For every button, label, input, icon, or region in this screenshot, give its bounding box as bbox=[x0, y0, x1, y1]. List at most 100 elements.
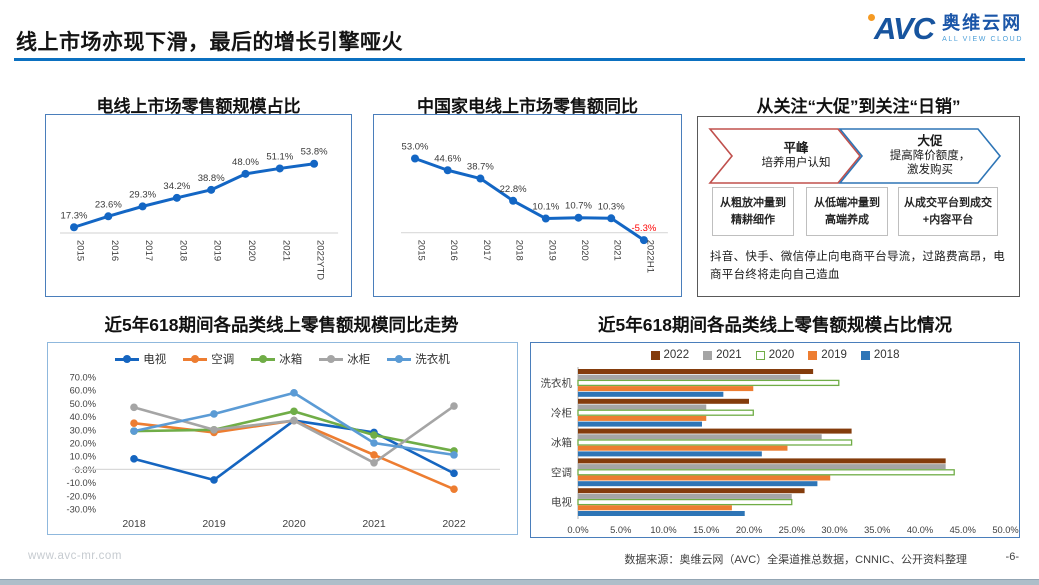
svg-text:2021: 2021 bbox=[280, 240, 291, 261]
svg-text:30.0%: 30.0% bbox=[821, 525, 847, 535]
trend-618-line-chart: 70.0%60.0%50.0%40.0%30.0%20.0%10.0%0.0%-… bbox=[67, 373, 500, 530]
svg-text:34.2%: 34.2% bbox=[163, 181, 190, 192]
svg-text:10.0%: 10.0% bbox=[650, 525, 676, 535]
svg-text:空调: 空调 bbox=[551, 466, 572, 479]
svg-text:0.0%: 0.0% bbox=[567, 525, 588, 535]
svg-text:10.7%: 10.7% bbox=[565, 201, 592, 212]
svg-text:51.1%: 51.1% bbox=[266, 151, 293, 162]
svg-text:冰箱: 冰箱 bbox=[551, 436, 572, 449]
bottom-band bbox=[0, 579, 1039, 585]
svg-text:29.3%: 29.3% bbox=[129, 189, 156, 200]
chart4-title: 近5年618期间各品类线上零售额规模占比情况 bbox=[598, 315, 952, 335]
svg-text:23.6%: 23.6% bbox=[95, 199, 122, 210]
svg-text:2015: 2015 bbox=[75, 240, 86, 261]
share-618-chart-panel: 2022 2021 2020 2019 2018 洗衣机 冷柜 冰箱 空调 电视 0.0% 5.0%… bbox=[530, 342, 1020, 538]
promo-box-2: 从低端冲量到高端养成 bbox=[806, 187, 888, 236]
legend-item-2019: 2019 bbox=[808, 349, 847, 361]
data-source-note: 数据来源：奥维云网（AVC）全渠道推总数据，CNNIC、公开资料整理 bbox=[624, 554, 967, 566]
svg-text:2019: 2019 bbox=[202, 518, 226, 530]
chart2-title: 中国家电线上市场零售额同比 bbox=[417, 97, 638, 116]
promo-box-3: 从成交平台到成交+内容平台 bbox=[898, 187, 998, 236]
legend-item-2021: 2021 bbox=[703, 349, 742, 361]
promo-note: 抖音、快手、微信停止向电商平台导流，过路费高昂，电商平台终将走向自己造血 bbox=[710, 251, 1005, 281]
chart3-title: 近5年618期间各品类线上零售额规模同比走势 bbox=[104, 315, 459, 335]
svg-text:培养用户认知: 培养用户认知 bbox=[762, 155, 831, 169]
svg-text:35.0%: 35.0% bbox=[864, 525, 890, 535]
svg-text:2018: 2018 bbox=[177, 240, 188, 261]
svg-text:22.8%: 22.8% bbox=[500, 184, 527, 195]
svg-text:2016: 2016 bbox=[109, 240, 120, 261]
logo-text-column: 奥维云网 ALL VIEW CLOUD bbox=[942, 13, 1023, 43]
svg-text:48.0%: 48.0% bbox=[232, 157, 259, 168]
share-618-legend: 2022 2021 2020 2019 2018 bbox=[531, 349, 1019, 361]
svg-text:2015: 2015 bbox=[416, 240, 427, 261]
svg-text:2021: 2021 bbox=[362, 518, 386, 530]
svg-text:2021: 2021 bbox=[612, 240, 623, 261]
online-share-chart-panel: 17.3% 23.6% 29.3% 34.2% 38.8% 48.0% 51.1% 53.8%… bbox=[45, 114, 352, 297]
svg-text:2022: 2022 bbox=[442, 518, 466, 530]
logo-tagline: ALL VIEW CLOUD bbox=[942, 35, 1023, 43]
svg-text:-20.0%: -20.0% bbox=[67, 491, 96, 501]
trend-618-legend: 电视 空调 冰箱 冰柜 洗衣机 bbox=[48, 351, 517, 367]
svg-text:2017: 2017 bbox=[481, 240, 492, 261]
svg-text:60.0%: 60.0% bbox=[70, 386, 96, 396]
svg-text:平峰: 平峰 bbox=[783, 140, 809, 155]
svg-text:15.0%: 15.0% bbox=[693, 525, 719, 535]
svg-text:2020: 2020 bbox=[282, 518, 306, 530]
logo-avc-text: AVC bbox=[873, 11, 935, 46]
svg-text:45.0%: 45.0% bbox=[950, 525, 976, 535]
svg-text:53.8%: 53.8% bbox=[301, 147, 328, 158]
svg-text:38.8%: 38.8% bbox=[198, 173, 225, 184]
svg-text:50.0%: 50.0% bbox=[992, 525, 1018, 535]
svg-text:-10.0%: -10.0% bbox=[67, 478, 96, 488]
svg-text:10.1%: 10.1% bbox=[532, 202, 559, 213]
legend-item-洗衣机: 洗衣机 bbox=[387, 351, 450, 367]
svg-text:17.3%: 17.3% bbox=[61, 210, 88, 221]
legend-item-冰柜: 冰柜 bbox=[319, 351, 370, 367]
legend-item-电视: 电视 bbox=[115, 351, 166, 367]
promo-panel-title: 从关注“大促”到关注“日销” bbox=[756, 97, 961, 116]
logo-orange-dot-icon bbox=[867, 14, 875, 21]
chart1-title: 电线上市场零售额规模占比 bbox=[96, 97, 301, 116]
svg-text:5.0%: 5.0% bbox=[610, 525, 631, 535]
trend-618-chart-panel: 电视 空调 冰箱 冰柜 洗衣机 70.0% 60.0% 50.0% 40.0% 30.0% 20.… bbox=[47, 342, 518, 535]
svg-text:提高降价额度，: 提高降价额度， bbox=[890, 148, 971, 162]
legend-item-冰箱: 冰箱 bbox=[251, 351, 302, 367]
promo-box-1: 从粗放冲量到精耕细作 bbox=[712, 187, 794, 236]
svg-text:-5.3%: -5.3% bbox=[631, 223, 656, 234]
svg-text:激发购买: 激发购买 bbox=[907, 162, 953, 176]
website-url: www.avc-mr.com bbox=[28, 550, 122, 562]
svg-text:大促: 大促 bbox=[917, 133, 943, 148]
svg-text:40.0%: 40.0% bbox=[70, 412, 96, 422]
svg-text:2020: 2020 bbox=[246, 240, 257, 261]
svg-text:-30.0%: -30.0% bbox=[67, 505, 96, 515]
svg-text:20.0%: 20.0% bbox=[70, 439, 96, 449]
svg-text:30.0%: 30.0% bbox=[70, 425, 96, 435]
svg-text:2022H1: 2022H1 bbox=[644, 240, 655, 273]
svg-text:20.0%: 20.0% bbox=[736, 525, 762, 535]
page-title: 线上市场亦现下滑，最后的增长引擎哑火 bbox=[16, 31, 403, 54]
page-number: -6- bbox=[1005, 551, 1019, 563]
online-yoy-line-chart: 53.0% 44.6% 38.7% 22.8% 10.1% 10.7% 10.3% -5.3%… bbox=[401, 142, 668, 273]
svg-text:25.0%: 25.0% bbox=[779, 525, 805, 535]
svg-text:44.6%: 44.6% bbox=[434, 153, 461, 164]
svg-text:2017: 2017 bbox=[143, 240, 154, 261]
svg-text:53.0%: 53.0% bbox=[402, 142, 429, 153]
svg-text:2019: 2019 bbox=[212, 240, 223, 261]
svg-text:70.0%: 70.0% bbox=[70, 373, 96, 383]
svg-text:40.0%: 40.0% bbox=[907, 525, 933, 535]
svg-text:10.0%: 10.0% bbox=[70, 452, 96, 462]
svg-text:2016: 2016 bbox=[448, 240, 459, 261]
svg-text:2020: 2020 bbox=[579, 240, 590, 261]
svg-text:电视: 电视 bbox=[551, 496, 572, 509]
legend-item-空调: 空调 bbox=[183, 351, 234, 367]
promo-strategy-panel: 平峰 培养用户认知 大促 提高降价额度， 激发购买 从粗放冲量到精耕细作 从低端冲量到高… bbox=[697, 116, 1020, 297]
svg-text:冷柜: 冷柜 bbox=[551, 406, 572, 419]
svg-text:洗衣机: 洗衣机 bbox=[541, 377, 573, 390]
avc-logo: AVC 奥维云网 ALL VIEW CLOUD bbox=[867, 11, 1023, 46]
svg-text:10.3%: 10.3% bbox=[598, 201, 625, 212]
svg-text:38.7%: 38.7% bbox=[467, 162, 494, 173]
legend-item-2020: 2020 bbox=[755, 349, 794, 361]
